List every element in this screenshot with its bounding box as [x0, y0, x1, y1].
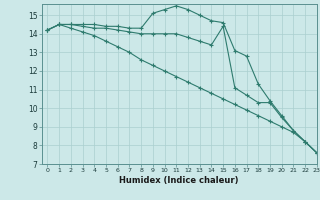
X-axis label: Humidex (Indice chaleur): Humidex (Indice chaleur)	[119, 176, 239, 185]
